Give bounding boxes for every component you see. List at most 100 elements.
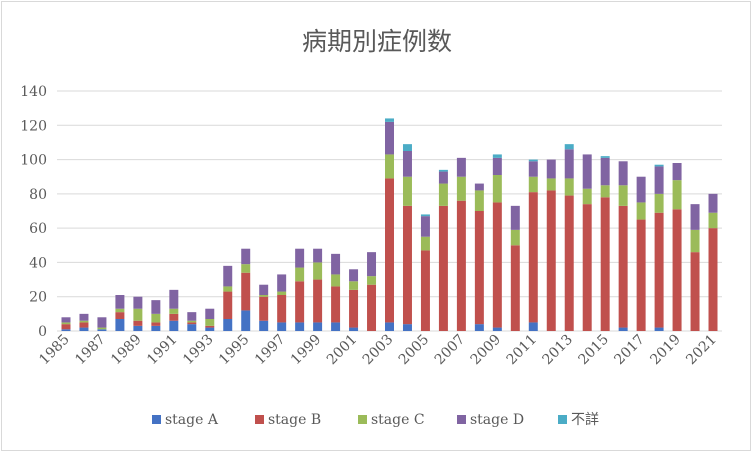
bar-segment-1986-s1 [79, 322, 89, 328]
x-tick-label: 2013 [540, 332, 577, 369]
x-tick-label: 2001 [324, 332, 361, 369]
bar-segment-2018-s2 [654, 193, 664, 213]
bar-segment-2006-s3 [438, 171, 448, 184]
bar-segment-1995-s1 [241, 272, 251, 311]
bar-segment-1988-s3 [115, 295, 125, 309]
bar-segment-2010-s2 [510, 229, 520, 246]
bar-segment-1998-s1 [295, 281, 305, 323]
bar-segment-2016-s2 [618, 185, 628, 206]
bar-segment-1990-s2 [151, 313, 161, 323]
bar-segment-2011-s0 [528, 322, 538, 331]
y-tick-label: 0 [38, 324, 47, 340]
bar-segment-2000-s2 [331, 274, 341, 287]
x-tick-label: 1995 [216, 332, 253, 369]
bar-segment-2007-s2 [456, 176, 466, 201]
bar-segment-1998-s2 [295, 267, 305, 282]
x-tick-label: 1997 [252, 332, 289, 369]
bar-segment-2016-s1 [618, 205, 628, 328]
bar-segment-1989-s1 [133, 320, 143, 326]
bar-segment-1988-s0 [115, 319, 125, 331]
bar-segment-2008-s3 [474, 183, 484, 191]
bar-segment-2005-s2 [420, 236, 430, 251]
x-tick-label: 1989 [108, 332, 145, 369]
bar-segment-1995-s2 [241, 264, 251, 273]
bar-segment-1992-s3 [187, 312, 197, 321]
bar-segment-2007-s1 [456, 200, 466, 331]
legend: stage A stage B stage C stage D 不詳 [152, 412, 599, 428]
bar-segment-1999-s3 [313, 248, 323, 263]
legend-swatch [152, 415, 161, 424]
bar-segment-2006-s4 [438, 169, 448, 172]
bar-segment-1995-s0 [241, 310, 251, 331]
bar-segment-1995-s3 [241, 248, 251, 265]
bar-segment-1994-s1 [223, 291, 233, 319]
legend-label: stage B [268, 412, 321, 428]
legend-swatch [358, 415, 367, 424]
bar-segment-2013-s2 [564, 178, 574, 196]
bar-segment-2021-s3 [708, 193, 718, 213]
bar-segment-1993-s3 [205, 308, 215, 319]
bar-segment-1997-s2 [277, 291, 287, 295]
bar-segment-1996-s0 [259, 320, 269, 331]
x-tick-label: 2019 [647, 332, 684, 369]
bar-segment-1997-s3 [277, 274, 287, 292]
x-tick-label: 2011 [504, 332, 541, 369]
bar-segment-1999-s1 [313, 279, 323, 323]
x-tick-label: 1987 [72, 332, 109, 369]
bar-segment-1987-s0 [97, 329, 107, 331]
bar-segment-2021-s2 [708, 212, 718, 229]
bar-segment-2014-s2 [582, 188, 592, 205]
bar-segment-1992-s2 [187, 320, 197, 323]
bar-segment-2017-s3 [636, 176, 646, 203]
bar-segment-1991-s2 [169, 308, 179, 314]
bar-segment-1988-s2 [115, 308, 125, 313]
y-tick-label: 40 [29, 255, 47, 271]
bar-segment-2009-s2 [492, 175, 502, 203]
bar-segment-2008-s1 [474, 211, 484, 325]
bar-segment-2018-s4 [654, 164, 664, 167]
bar-segment-2016-s0 [618, 327, 628, 331]
bar-segment-1985-s2 [61, 322, 71, 325]
legend-label: 不詳 [571, 412, 599, 428]
y-tick-label: 120 [20, 118, 47, 134]
bar-segment-2004-s0 [402, 324, 412, 331]
bar-segment-1994-s2 [223, 286, 233, 292]
bar-segment-2009-s3 [492, 157, 502, 175]
x-tick-label: 2017 [611, 332, 648, 369]
bar-segment-2005-s3 [420, 216, 430, 237]
bar-segment-2010-s1 [510, 245, 520, 331]
bar-segment-2004-s1 [402, 205, 412, 325]
legend-label: stage D [470, 412, 524, 428]
bar-segment-2018-s3 [654, 166, 664, 194]
bar-segment-1991-s1 [169, 313, 179, 321]
x-tick-label: 2015 [575, 332, 612, 369]
bar-segment-1993-s1 [205, 325, 215, 328]
x-tick-label: 1999 [288, 332, 325, 369]
x-axis-ticks: 1985 1987 1989 1991 1993 1995 1997 1999 2001 2003… [36, 332, 720, 369]
bar-segment-2021-s1 [708, 228, 718, 331]
bar-segment-2007-s3 [456, 157, 466, 177]
bar-segment-2001-s1 [349, 289, 359, 328]
bar-segment-2006-s1 [438, 205, 448, 331]
bar-segment-1987-s2 [97, 327, 107, 330]
bar-segment-2004-s4 [402, 144, 412, 151]
bar-segment-2015-s3 [600, 157, 610, 186]
bar-segment-1998-s0 [295, 322, 305, 331]
bar-segment-2018-s0 [654, 327, 664, 331]
bar-segment-2003-s2 [385, 154, 394, 179]
x-tick-label: 2003 [360, 332, 397, 369]
bar-segment-1991-s3 [169, 289, 179, 309]
bar-segment-2011-s4 [528, 159, 538, 162]
bar-segment-2011-s1 [528, 192, 538, 323]
bar-segment-2015-s2 [600, 185, 610, 198]
bar-segment-1989-s2 [133, 308, 143, 321]
legend-swatch [457, 415, 466, 424]
bar-segment-2020-s1 [690, 252, 700, 331]
bar-segment-2001-s0 [349, 327, 359, 331]
bar-segment-1985-s0 [61, 329, 71, 331]
bar-segment-1999-s2 [313, 262, 323, 280]
bar-segment-2000-s0 [331, 322, 341, 331]
bar-segment-2012-s1 [546, 190, 556, 331]
x-tick-label: 2021 [683, 332, 720, 369]
